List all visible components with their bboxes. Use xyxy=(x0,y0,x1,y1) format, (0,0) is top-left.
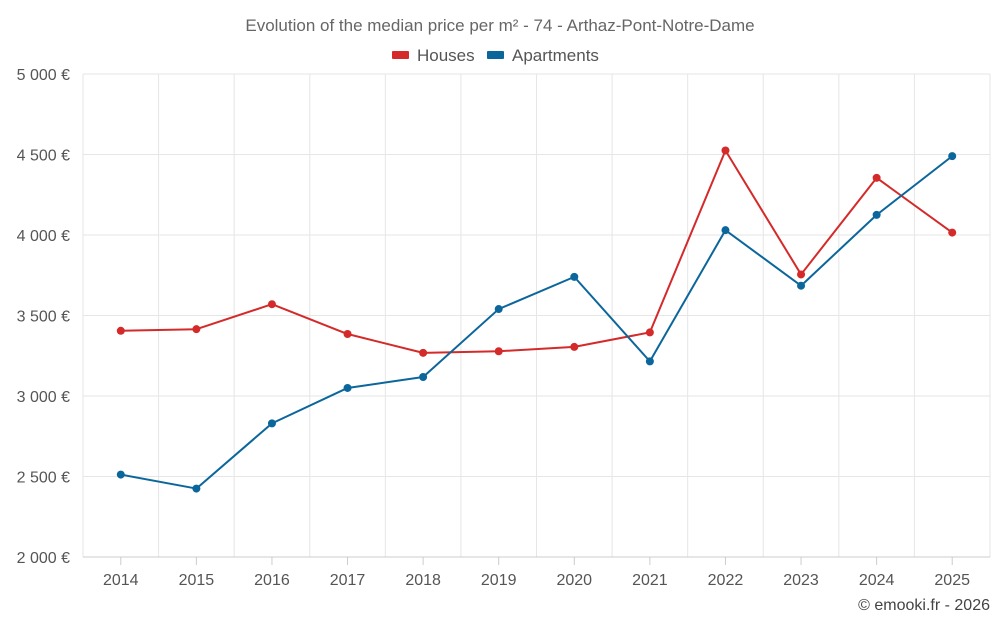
series-line-houses xyxy=(119,149,954,354)
data-point-houses[interactable] xyxy=(797,270,806,279)
chart-title: Evolution of the median price per m² - 7… xyxy=(245,16,754,35)
y-tick-label: 3 500 € xyxy=(17,309,70,326)
x-tick-label: 2022 xyxy=(708,572,744,589)
x-tick-label: 2016 xyxy=(254,572,290,589)
legend-item-houses[interactable]: Houses xyxy=(392,46,475,65)
data-point-houses[interactable] xyxy=(721,146,730,155)
data-point-apartments[interactable] xyxy=(192,484,201,493)
legend: Houses Apartments xyxy=(392,46,599,65)
y-tick-label: 4 000 € xyxy=(17,228,70,245)
y-tick-label: 2 500 € xyxy=(17,470,70,487)
data-point-apartments[interactable] xyxy=(419,373,428,382)
data-point-houses[interactable] xyxy=(645,328,654,337)
series-line-apartments xyxy=(119,155,954,490)
data-point-apartments[interactable] xyxy=(116,470,125,479)
y-tick-label: 4 500 € xyxy=(17,148,70,165)
data-point-apartments[interactable] xyxy=(948,152,957,161)
y-tick-label: 5 000 € xyxy=(17,67,70,84)
x-tick-label: 2025 xyxy=(934,572,970,589)
legend-swatch-houses xyxy=(392,51,409,59)
legend-swatch-apartments xyxy=(487,51,504,59)
data-point-apartments[interactable] xyxy=(343,383,352,392)
series-houses xyxy=(116,146,957,357)
legend-label-houses: Houses xyxy=(417,46,475,65)
x-tick-label: 2020 xyxy=(556,572,592,589)
x-tick-label: 2021 xyxy=(632,572,668,589)
data-point-houses[interactable] xyxy=(192,325,201,334)
x-tick-label: 2024 xyxy=(859,572,895,589)
grid xyxy=(82,73,991,558)
chart-credit: © emooki.fr - 2026 xyxy=(858,597,990,614)
data-point-houses[interactable] xyxy=(948,228,957,237)
axes: 2 000 € 2 500 € 3 000 € 3 500 € 4 000 € 4 500… xyxy=(17,67,990,589)
y-tick-label: 2 000 € xyxy=(17,550,70,567)
data-point-houses[interactable] xyxy=(872,173,881,182)
data-point-apartments[interactable] xyxy=(494,305,503,314)
data-point-apartments[interactable] xyxy=(570,272,579,281)
data-point-apartments[interactable] xyxy=(721,226,730,235)
x-tick-label: 2018 xyxy=(405,572,441,589)
series-apartments xyxy=(116,152,957,493)
data-point-apartments[interactable] xyxy=(267,419,276,428)
x-tick-label: 2017 xyxy=(330,572,366,589)
data-point-houses[interactable] xyxy=(419,348,428,357)
data-point-houses[interactable] xyxy=(494,347,503,356)
x-tick-label: 2023 xyxy=(783,572,819,589)
x-tick-label: 2014 xyxy=(103,572,139,589)
data-point-houses[interactable] xyxy=(116,326,125,335)
x-tick-label: 2015 xyxy=(179,572,215,589)
data-point-houses[interactable] xyxy=(267,300,276,309)
data-point-apartments[interactable] xyxy=(797,281,806,290)
data-point-apartments[interactable] xyxy=(645,357,654,366)
series xyxy=(116,146,957,493)
legend-item-apartments[interactable]: Apartments xyxy=(487,46,599,65)
legend-label-apartments: Apartments xyxy=(512,46,599,65)
x-tick-label: 2019 xyxy=(481,572,517,589)
data-point-houses[interactable] xyxy=(570,342,579,351)
data-point-houses[interactable] xyxy=(343,330,352,339)
y-tick-label: 3 000 € xyxy=(17,389,70,406)
data-point-apartments[interactable] xyxy=(872,210,881,219)
